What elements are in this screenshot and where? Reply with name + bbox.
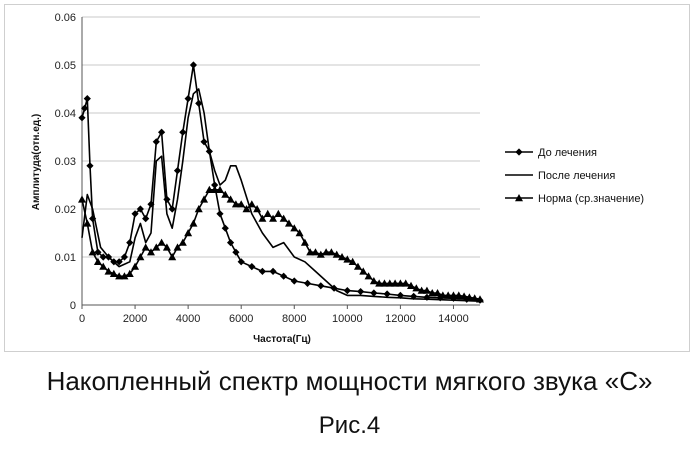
y-tick-label: 0.04	[55, 108, 76, 120]
legend-entry-2: После лечения	[505, 170, 615, 182]
data-point	[158, 129, 165, 136]
data-point	[264, 210, 272, 217]
data-point	[200, 138, 207, 145]
x-tick-label: 14000	[438, 313, 469, 325]
series-2	[82, 89, 480, 301]
x-axis-title: Частота(Гц)	[253, 334, 311, 345]
data-point	[185, 95, 192, 102]
data-point	[344, 287, 351, 294]
data-point	[248, 263, 255, 270]
series-1	[78, 61, 483, 303]
data-point	[274, 210, 282, 217]
data-point	[126, 239, 133, 246]
x-tick-label: 12000	[385, 313, 416, 325]
data-point	[280, 273, 287, 280]
data-point	[232, 249, 239, 256]
y-tick-label: 0.03	[55, 156, 76, 168]
x-tick-label: 8000	[282, 313, 306, 325]
y-tick-label: 0	[70, 300, 76, 312]
data-point	[78, 114, 85, 121]
data-point	[238, 258, 245, 265]
x-tick-label: 4000	[176, 313, 200, 325]
data-point	[84, 95, 91, 102]
y-tick-label: 0.06	[55, 12, 76, 24]
data-point	[94, 258, 102, 265]
data-point	[190, 61, 197, 68]
data-point	[301, 239, 309, 246]
x-tick-label: 10000	[332, 313, 363, 325]
legend-entry-1: До лечения	[505, 147, 597, 159]
legend-marker	[515, 148, 522, 155]
data-point	[317, 282, 324, 289]
data-point	[142, 243, 150, 250]
data-point	[142, 215, 149, 222]
spectrum-chart: 0 0.01 0.02 0.03 0.04 0.05 0.06 0 2000 4000 6000 80…	[5, 5, 689, 351]
data-point	[304, 280, 311, 287]
data-point	[184, 229, 192, 236]
data-point	[259, 268, 266, 275]
data-point	[174, 167, 181, 174]
axes-layer	[82, 17, 480, 309]
x-tick-label: 2000	[123, 313, 147, 325]
legend-label: Норма (ср.значение)	[538, 193, 644, 205]
data-point	[222, 225, 229, 232]
series-line	[82, 65, 480, 300]
x-tick-label: 6000	[229, 313, 253, 325]
data-point	[291, 277, 298, 284]
y-tick-label: 0.01	[55, 252, 76, 264]
data-point	[78, 195, 86, 202]
data-point	[86, 162, 93, 169]
data-point	[131, 263, 139, 270]
series-line	[82, 89, 480, 301]
legend-label: После лечения	[538, 170, 615, 182]
data-point	[163, 196, 170, 203]
data-point	[269, 268, 276, 275]
data-point	[153, 138, 160, 145]
chart-frame: 0 0.01 0.02 0.03 0.04 0.05 0.06 0 2000 4000 6000 80…	[4, 4, 690, 352]
legend: До лечения После лечения Норма (ср.значени…	[505, 147, 644, 205]
data-point	[227, 239, 234, 246]
data-point	[189, 219, 197, 226]
y-axis-title: Амплитуда(отн.ед.)	[31, 114, 42, 210]
legend-label: До лечения	[538, 147, 597, 159]
figure-label: Рис.4	[0, 412, 699, 440]
series-layer	[78, 61, 484, 303]
data-point	[200, 195, 208, 202]
figure-caption: Накопленный спектр мощности мягкого звук…	[0, 366, 699, 397]
data-point	[216, 210, 223, 217]
data-point	[357, 288, 364, 295]
x-tick-label: 0	[79, 313, 85, 325]
data-point	[179, 239, 187, 246]
y-tick-label: 0.05	[55, 60, 76, 72]
data-point	[158, 239, 166, 246]
legend-entry-3: Норма (ср.значение)	[505, 193, 644, 205]
y-tick-label: 0.02	[55, 204, 76, 216]
